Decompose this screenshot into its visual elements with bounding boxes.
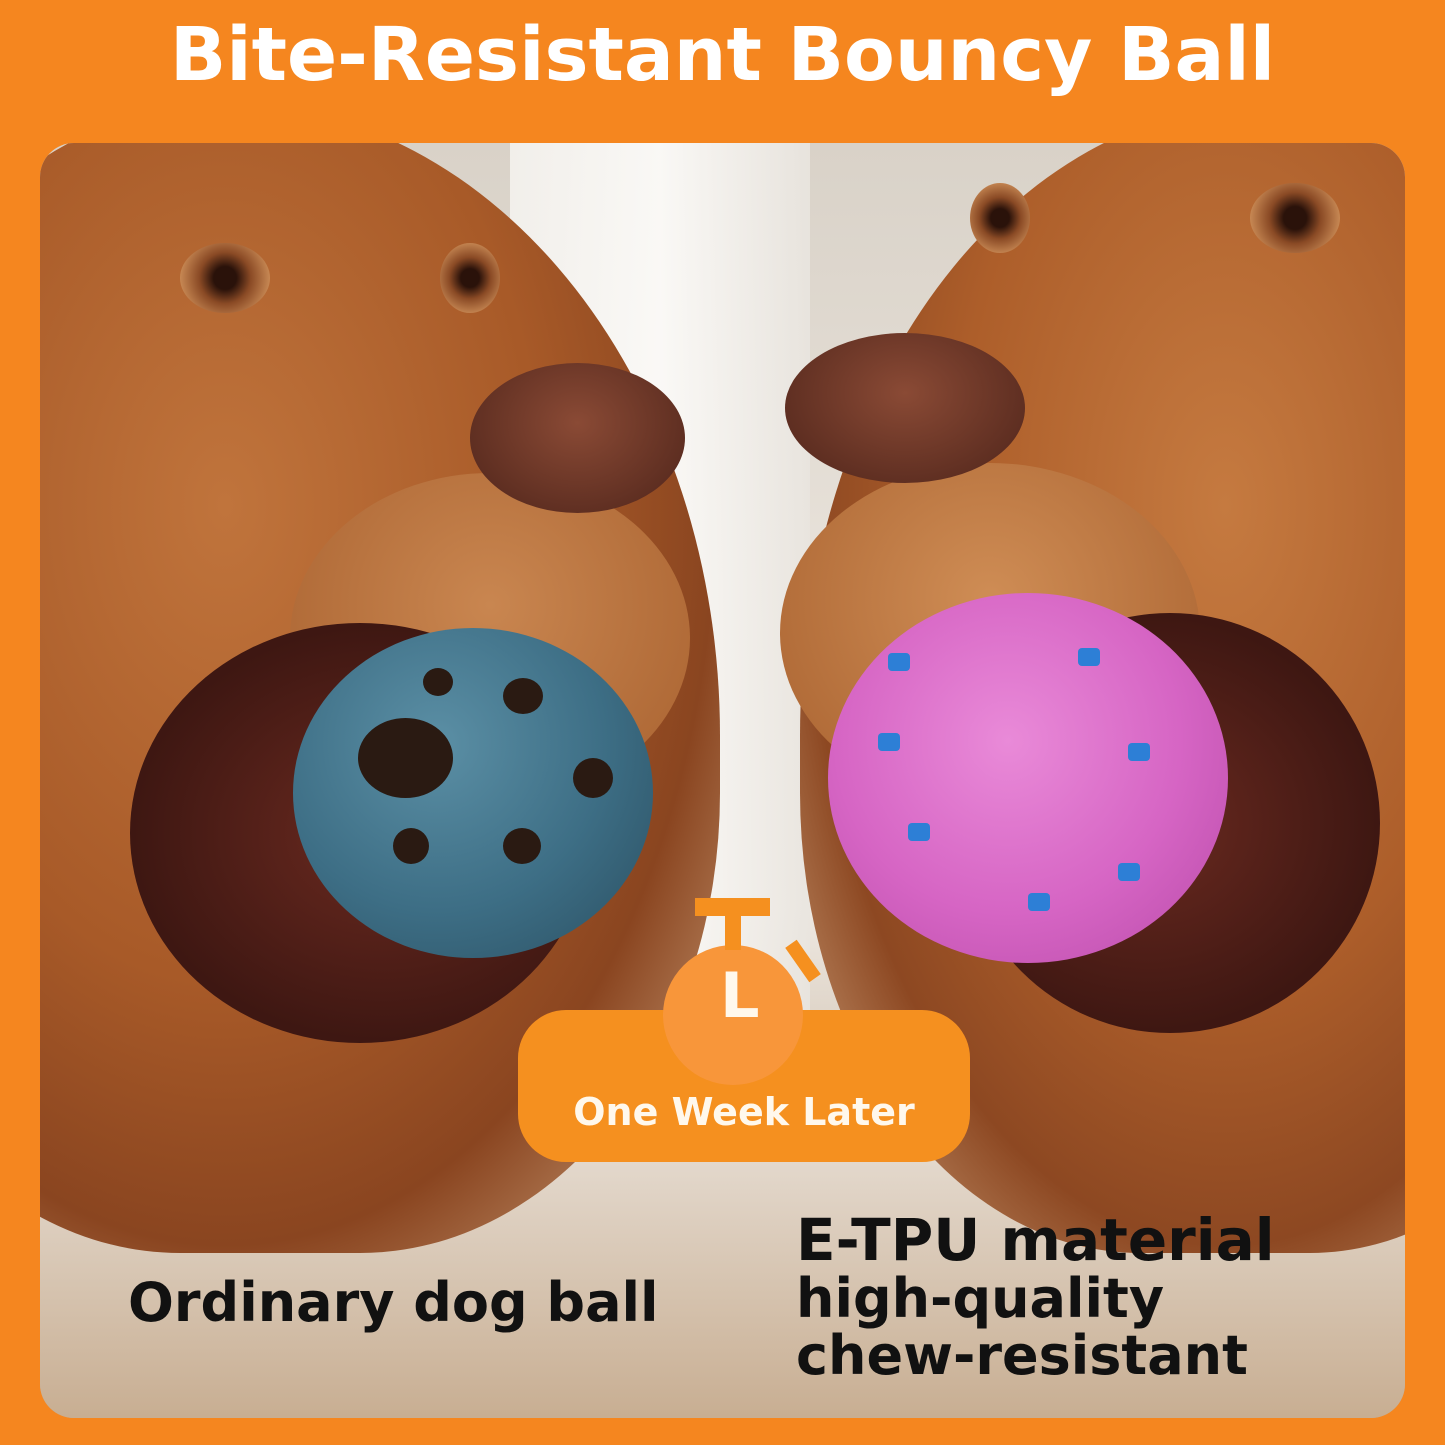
product-photo <box>40 143 1405 1418</box>
right-caption-line1: E-TPU material <box>796 1206 1275 1274</box>
ordinary-ball-damaged <box>293 628 653 958</box>
ball-spot <box>1078 648 1100 666</box>
badge-label: One Week Later <box>573 1090 915 1134</box>
left-caption: Ordinary dog ball <box>128 1271 659 1334</box>
ball-hole <box>573 758 613 798</box>
ball-hole <box>393 828 429 864</box>
ball-spot <box>908 823 930 841</box>
ball-hole <box>503 828 541 864</box>
ball-spot <box>888 653 910 671</box>
page-title: Bite-Resistant Bouncy Ball <box>169 12 1276 98</box>
ball-spot <box>1028 893 1050 911</box>
stopwatch-stem <box>725 910 741 950</box>
ball-spot <box>1118 863 1140 881</box>
ball-hole <box>423 668 453 696</box>
etpu-ball <box>828 593 1228 963</box>
stopwatch-button <box>695 898 770 916</box>
right-dog-nose <box>785 333 1025 483</box>
ball-spot <box>1128 743 1150 761</box>
clock-hands-icon: L <box>720 959 760 1032</box>
ball-hole <box>358 718 453 798</box>
right-dog-eye <box>1250 183 1340 253</box>
right-dog-eye <box>970 183 1030 253</box>
left-dog-eye <box>440 243 500 313</box>
ball-hole <box>503 678 543 714</box>
stopwatch-icon <box>663 945 803 1085</box>
left-dog-eye <box>180 243 270 313</box>
right-caption-line2: high-quality <box>796 1266 1165 1330</box>
left-dog-nose <box>470 363 685 513</box>
right-caption-line3: chew-resistant <box>796 1323 1248 1387</box>
right-caption: E-TPU material high-quality chew-resista… <box>796 1210 1275 1384</box>
ball-spot <box>878 733 900 751</box>
